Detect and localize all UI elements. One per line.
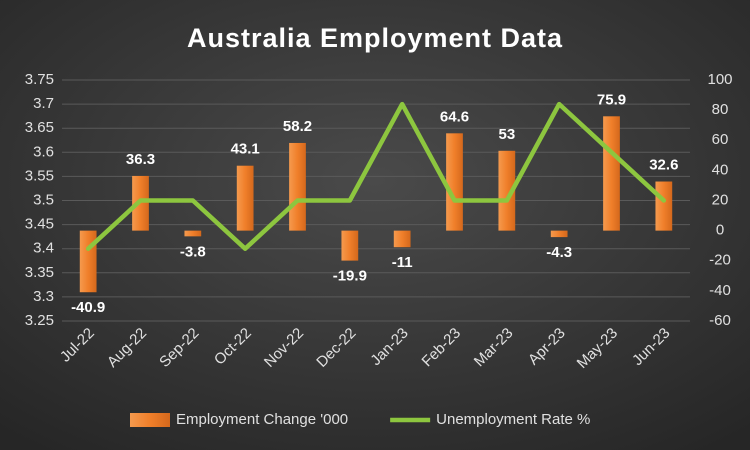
y2-tick-label: 40 [712,161,729,178]
bar [550,230,568,238]
y-tick-label: 3.65 [25,119,54,136]
data-label: -4.3 [546,244,572,261]
y-tick-label: 3.5 [33,191,54,208]
line [85,101,667,251]
bar [655,181,673,231]
y-tick-label: 3.25 [25,312,54,329]
bar [184,230,202,237]
chart-title: Australia Employment Data [187,23,563,53]
y2-tick-label: 60 [712,131,729,148]
bar [603,116,620,231]
y-tick-label: 3.75 [25,71,54,88]
y2-tick-label: -20 [709,252,731,269]
bar [236,165,254,231]
data-label: 36.3 [126,151,155,168]
bar [289,142,306,231]
y2-tick-label: 100 [707,71,732,88]
bar [393,230,411,248]
data-label: 53 [498,126,515,143]
legend-label: Employment Change '000 [176,411,348,428]
data-label: 64.6 [440,108,469,125]
data-label: -3.8 [180,243,206,260]
y2-tick-label: -40 [709,282,731,299]
data-label: -11 [392,254,413,271]
y-tick-label: 3.6 [33,143,54,160]
y2-tick-label: 0 [716,222,724,239]
y-tick-label: 3.4 [33,240,54,257]
data-label: -40.9 [71,299,105,316]
y2-tick-label: -60 [709,312,731,329]
legend-swatch [130,413,170,427]
bar [446,133,463,231]
y-tick-label: 3.7 [33,95,54,112]
data-label: -19.9 [333,268,367,285]
y-tick-label: 3.55 [25,167,54,184]
data-label: 43.1 [231,141,260,158]
data-label: 75.9 [597,91,626,108]
data-label: 32.6 [649,156,678,173]
y-tick-label: 3.3 [33,288,54,305]
y-tick-label: 3.45 [25,216,54,233]
data-label: 58.2 [283,118,312,135]
y2-tick-label: 20 [712,191,729,208]
bar [341,230,359,261]
bar [498,150,516,231]
y-tick-label: 3.35 [25,264,54,281]
legend-label: Unemployment Rate % [436,411,590,428]
bar [79,230,97,293]
y2-tick-label: 80 [712,101,729,118]
